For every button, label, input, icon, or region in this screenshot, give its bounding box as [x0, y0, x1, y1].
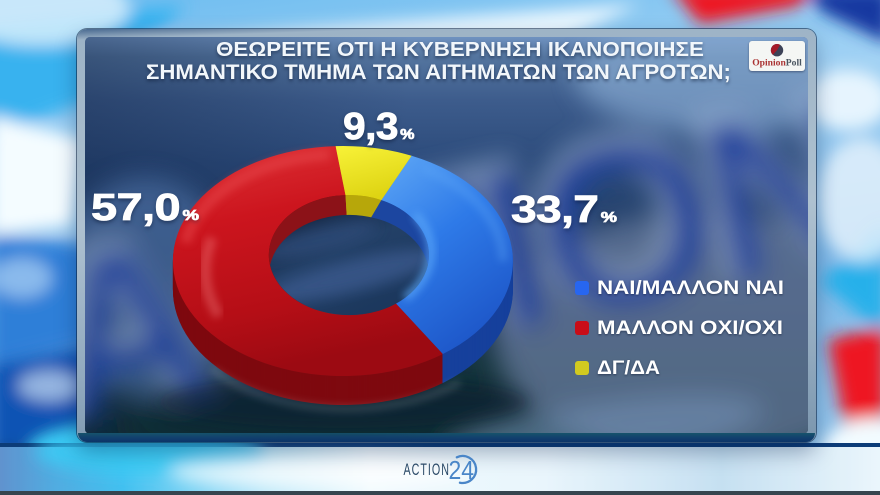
- svg-text:OpinionPoll: OpinionPoll: [752, 58, 802, 69]
- svg-text:ACTION: ACTION: [404, 461, 450, 480]
